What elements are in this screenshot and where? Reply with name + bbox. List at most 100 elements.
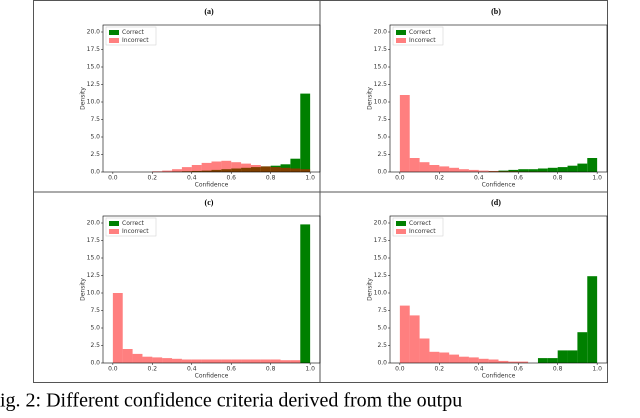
bar (498, 171, 509, 172)
legend-swatch (396, 30, 406, 35)
legend-label: Correct (122, 29, 145, 36)
bar (498, 360, 509, 363)
panel: (a) 0.0 2.5 5.0 7.5 10.0 12.5 15.0 17.5 20.0 0.0 0.… (80, 7, 321, 189)
panel: (c) 0.0 2.5 5.0 7.5 10.0 12.5 15.0 17.5 20.0 0.0 0.… (80, 198, 321, 380)
bar (112, 293, 123, 363)
bar (260, 359, 271, 363)
bar (508, 361, 519, 363)
y-tick-label: 7.5 (90, 307, 100, 314)
x-tick-label: 0.6 (513, 175, 523, 182)
y-tick-label: 15.0 (374, 255, 388, 262)
y-tick-label: 12.5 (87, 81, 101, 88)
y-tick-label: 0.0 (90, 169, 100, 176)
y-axis-label: Density (80, 278, 87, 301)
y-tick-label: 2.5 (90, 342, 100, 349)
y-tick-label: 15.0 (374, 64, 388, 71)
bar (250, 165, 261, 172)
y-tick-label: 5.0 (90, 325, 100, 332)
x-axis-label: Confidence (482, 373, 516, 380)
bar (181, 359, 192, 363)
bar (231, 359, 242, 363)
y-tick-label: 17.5 (87, 237, 101, 244)
y-tick-label: 5.0 (90, 134, 100, 141)
y-tick-label: 0.0 (377, 360, 387, 367)
bar (468, 357, 479, 363)
bar (172, 358, 182, 363)
legend-label: Correct (409, 29, 432, 36)
bar (537, 358, 548, 363)
legend-label: Correct (409, 220, 432, 227)
y-tick-label: 7.5 (90, 116, 100, 123)
legend-swatch (109, 38, 119, 43)
legend-label: Correct (122, 220, 145, 227)
bar (439, 352, 450, 363)
bar (152, 171, 163, 172)
x-tick-label: 0.8 (553, 175, 563, 182)
bar (459, 356, 469, 363)
x-tick-label: 0.4 (474, 366, 484, 373)
legend-swatch (109, 30, 119, 35)
x-tick-label: 0.6 (226, 175, 236, 182)
axes-frame (389, 24, 608, 173)
bar (172, 169, 182, 172)
x-axis-label: Confidence (482, 182, 516, 189)
bar (290, 360, 301, 363)
bar (587, 276, 598, 363)
bar (162, 358, 173, 363)
x-tick-label: 0.4 (187, 366, 197, 373)
y-tick-label: 12.5 (374, 272, 388, 279)
y-tick-label: 2.5 (377, 151, 387, 158)
y-tick-label: 2.5 (90, 151, 100, 158)
bar (488, 170, 499, 172)
bar (300, 93, 311, 172)
x-tick-label: 0.6 (226, 366, 236, 373)
legend-label: Incorrect (409, 37, 436, 44)
bar (518, 361, 529, 363)
bar (478, 358, 489, 363)
axes-frame (389, 215, 608, 364)
x-tick-label: 0.8 (266, 175, 276, 182)
bar (567, 350, 578, 363)
x-tick-label: 0.0 (108, 366, 118, 373)
y-tick-label: 7.5 (377, 307, 387, 314)
y-tick-label: 17.5 (87, 46, 101, 53)
bar (488, 359, 499, 363)
bar (290, 158, 301, 172)
bar (508, 169, 519, 172)
legend-label: Incorrect (122, 37, 149, 44)
y-tick-label: 20.0 (87, 220, 101, 227)
y-tick-label: 10.0 (374, 290, 388, 297)
axes-frame (102, 215, 321, 364)
x-tick-label: 0.4 (474, 175, 484, 182)
legend-swatch (109, 229, 119, 234)
y-tick-label: 17.5 (374, 46, 388, 53)
panel: (b) 0.0 2.5 5.0 7.5 10.0 12.5 15.0 17.5 20.0 0.0 0.… (367, 7, 608, 189)
bar (260, 166, 271, 172)
y-tick-label: 0.0 (90, 360, 100, 367)
panel: (d) 0.0 2.5 5.0 7.5 10.0 12.5 15.0 17.5 20.0 0.0 0.… (367, 198, 608, 380)
bar (231, 162, 242, 172)
bar (221, 160, 232, 172)
x-tick-label: 0.2 (148, 366, 158, 373)
x-tick-label: 0.2 (148, 175, 158, 182)
bar (211, 359, 222, 363)
x-tick-label: 0.8 (266, 366, 276, 373)
y-tick-label: 12.5 (374, 81, 388, 88)
panel-title: (c) (205, 198, 214, 207)
bar (191, 165, 202, 172)
y-tick-label: 0.0 (377, 169, 387, 176)
bar (409, 158, 420, 172)
x-tick-label: 0.2 (435, 366, 445, 373)
legend-swatch (396, 229, 406, 234)
bar (300, 169, 311, 172)
x-tick-label: 0.0 (108, 175, 118, 182)
y-tick-label: 20.0 (87, 29, 101, 36)
bar (211, 161, 222, 172)
bar (557, 350, 568, 363)
y-tick-label: 17.5 (374, 237, 388, 244)
y-tick-label: 20.0 (374, 220, 388, 227)
bar (547, 358, 558, 363)
legend-swatch (396, 38, 406, 43)
